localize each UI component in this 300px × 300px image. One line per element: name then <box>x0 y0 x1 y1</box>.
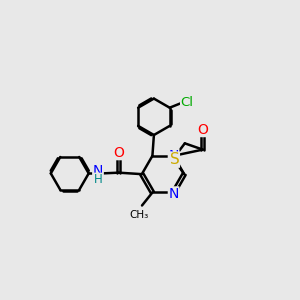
Text: Cl: Cl <box>181 96 194 110</box>
Text: N: N <box>168 187 179 201</box>
Text: S: S <box>169 152 179 167</box>
Text: N: N <box>93 164 103 178</box>
Text: H: H <box>94 173 102 186</box>
Text: O: O <box>197 122 208 136</box>
Text: CH₃: CH₃ <box>129 210 149 220</box>
Text: N: N <box>168 149 179 163</box>
Text: O: O <box>113 146 124 160</box>
